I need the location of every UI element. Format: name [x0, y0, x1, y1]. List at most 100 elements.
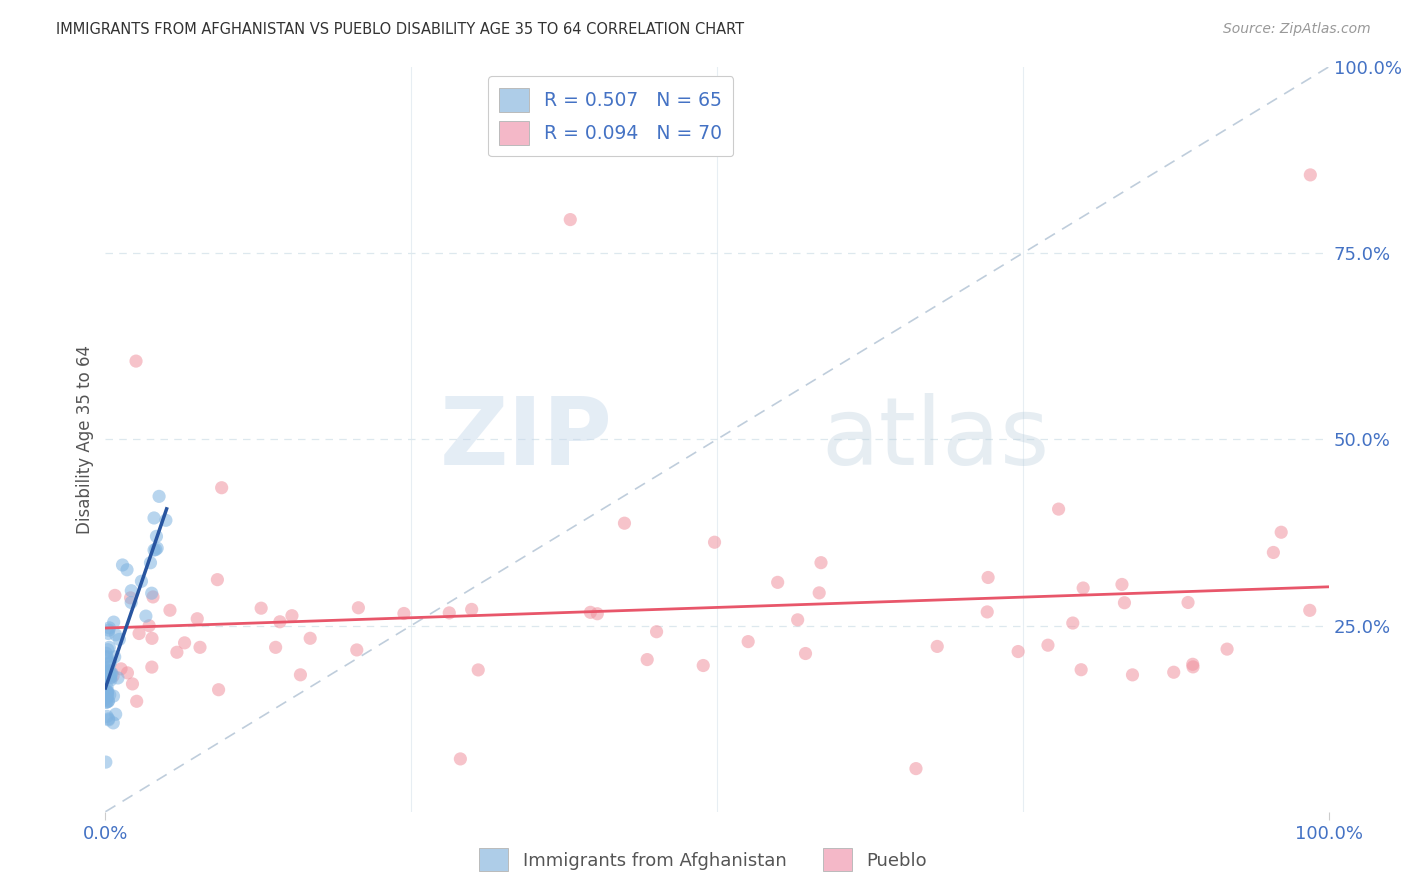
Point [96, 684, 118, 698]
Point [98, 670, 121, 684]
Point [927, 640, 949, 654]
Point [100, 673, 122, 687]
Point [976, 605, 998, 619]
Y-axis label: Disability Age 35 to 64: Disability Age 35 to 64 [76, 345, 94, 533]
Text: atlas: atlas [821, 393, 1049, 485]
Point [1181, 657, 1204, 672]
Point [810, 556, 832, 570]
Point [98, 688, 121, 702]
Point [104, 707, 127, 722]
Legend: R = 0.507   N = 65, R = 0.094   N = 70: R = 0.507 N = 65, R = 0.094 N = 70 [488, 77, 734, 156]
Point [392, 607, 415, 621]
Point [159, 603, 181, 617]
Point [107, 671, 129, 685]
Point [97, 669, 120, 683]
Point [1299, 603, 1322, 617]
Text: IMMIGRANTS FROM AFGHANISTAN VS PUEBLO DISABILITY AGE 35 TO 64 CORRELATION CHART: IMMIGRANTS FROM AFGHANISTAN VS PUEBLO DI… [56, 22, 744, 37]
Point [111, 558, 134, 572]
Point [645, 624, 668, 639]
Point [100, 665, 122, 680]
Point [94, 692, 117, 706]
Point [579, 605, 602, 619]
Point [1263, 545, 1285, 559]
Point [613, 516, 636, 531]
Text: Source: ZipAtlas.com: Source: ZipAtlas.com [1223, 22, 1371, 37]
Point [1036, 638, 1059, 652]
Point [766, 575, 789, 590]
Point [120, 591, 142, 605]
Point [1062, 615, 1084, 630]
Point [141, 632, 163, 646]
Point [98, 640, 121, 655]
Point [692, 658, 714, 673]
Point [786, 613, 808, 627]
Point [173, 636, 195, 650]
Point [96, 684, 118, 698]
Point [103, 689, 125, 703]
Point [96, 684, 118, 698]
Point [141, 660, 163, 674]
Point [101, 669, 124, 683]
Point [1270, 525, 1292, 540]
Point [97, 623, 120, 637]
Point [1114, 596, 1136, 610]
Point [139, 556, 162, 570]
Point [96, 680, 118, 694]
Point [1163, 665, 1185, 680]
Point [281, 608, 304, 623]
Point [128, 626, 150, 640]
Point [135, 609, 157, 624]
Point [104, 649, 127, 664]
Point [1111, 577, 1133, 591]
Point [143, 543, 166, 558]
Point [98, 655, 121, 669]
Point [1071, 581, 1094, 595]
Point [94, 755, 117, 769]
Point [96, 687, 118, 701]
Point [207, 573, 229, 587]
Point [96, 688, 118, 702]
Point [347, 600, 370, 615]
Point [96, 695, 118, 709]
Point [143, 511, 166, 525]
Point [808, 586, 831, 600]
Point [155, 513, 177, 527]
Point [125, 354, 148, 368]
Point [290, 668, 312, 682]
Point [1070, 663, 1092, 677]
Point [1121, 668, 1143, 682]
Point [96, 690, 118, 705]
Point [98, 657, 121, 671]
Point [97, 713, 120, 727]
Point [138, 619, 160, 633]
Point [94, 662, 117, 676]
Point [103, 715, 125, 730]
Point [141, 586, 163, 600]
Point [1007, 644, 1029, 658]
Point [101, 666, 124, 681]
Point [636, 652, 658, 666]
Point [346, 643, 368, 657]
Point [97, 694, 120, 708]
Point [98, 665, 121, 680]
Point [1047, 502, 1070, 516]
Point [96, 650, 118, 665]
Point [188, 640, 211, 655]
Point [207, 682, 229, 697]
Point [97, 668, 120, 682]
Point [108, 632, 131, 647]
Point [142, 590, 165, 604]
Point [1182, 660, 1205, 674]
Text: ZIP: ZIP [440, 393, 613, 485]
Point [977, 570, 1000, 584]
Point [96, 695, 118, 709]
Point [145, 529, 167, 543]
Point [131, 574, 153, 589]
Point [104, 588, 127, 602]
Point [97, 642, 120, 657]
Point [904, 762, 927, 776]
Point [96, 646, 118, 660]
Point [100, 671, 122, 685]
Point [117, 665, 139, 680]
Point [110, 662, 132, 676]
